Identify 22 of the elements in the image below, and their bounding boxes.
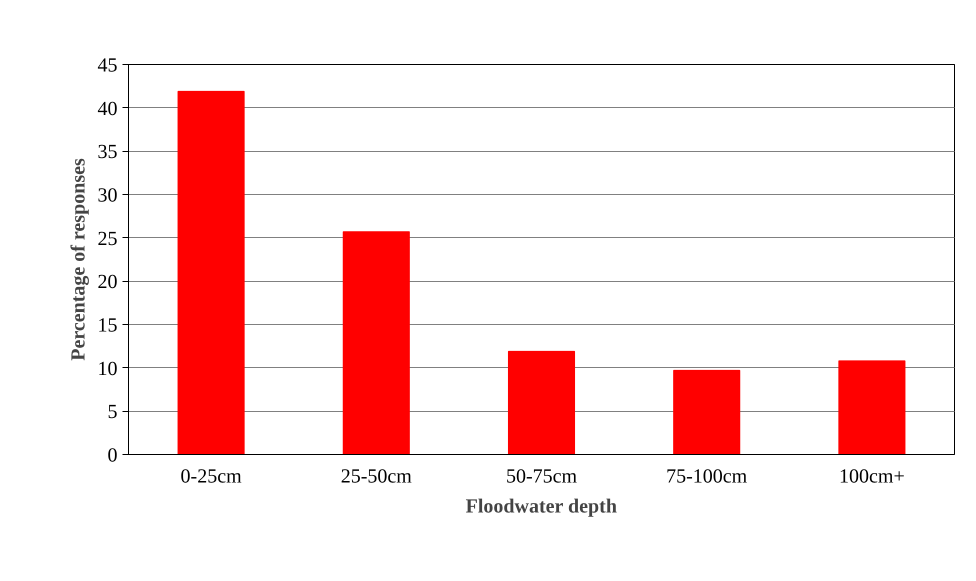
x-tick-label: 100cm+ xyxy=(839,466,905,488)
y-tick-label: 30 xyxy=(98,184,118,206)
bar xyxy=(508,350,576,454)
y-tick-label: 10 xyxy=(98,358,118,380)
y-tick-label: 35 xyxy=(98,141,118,164)
x-tick-label: 25-50cm xyxy=(340,466,412,488)
y-tick-label: 15 xyxy=(98,314,118,336)
bar xyxy=(673,370,740,454)
y-tick-label: 25 xyxy=(98,228,118,250)
y-axis-title: Percentage of responses xyxy=(68,158,90,361)
x-axis-title: Floodwater depth xyxy=(466,496,617,518)
x-tick-label: 75-100cm xyxy=(666,466,748,488)
y-tick-label: 45 xyxy=(98,54,118,76)
y-tick-label: 0 xyxy=(108,444,118,466)
y-tick-label: 20 xyxy=(98,271,118,294)
x-tick-label: 50-75cm xyxy=(506,466,578,488)
y-tick-label: 40 xyxy=(98,98,118,120)
bar xyxy=(838,360,906,454)
y-tick-label: 5 xyxy=(108,401,118,424)
x-tick-label: 0-25cm xyxy=(180,466,242,488)
bar xyxy=(178,90,245,454)
bar xyxy=(342,231,410,454)
